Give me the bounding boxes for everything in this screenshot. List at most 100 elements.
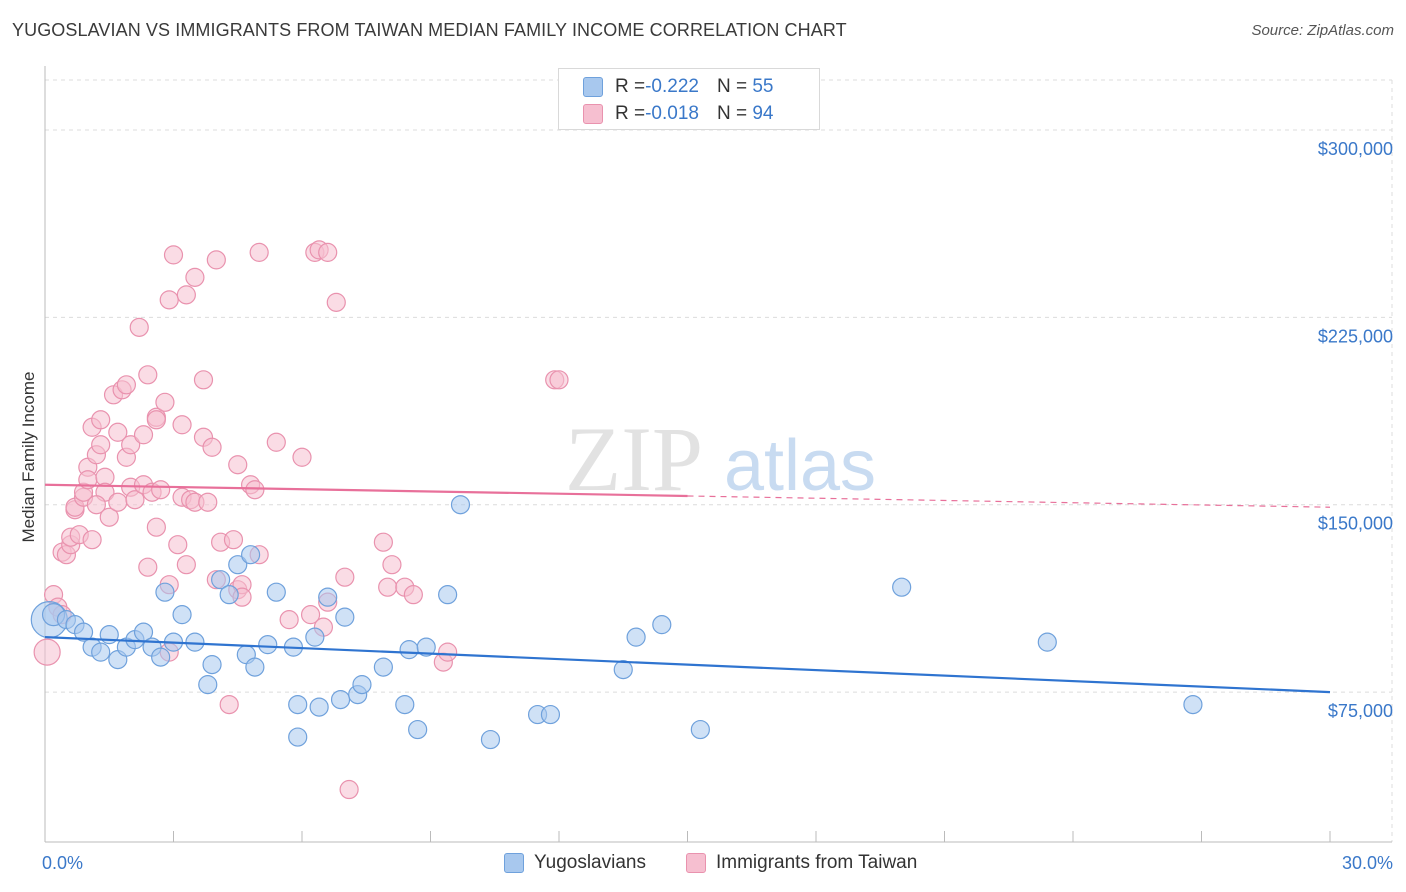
bottom-legend-label: Yugoslavians xyxy=(534,852,646,873)
data-point xyxy=(193,370,214,390)
data-point xyxy=(138,557,158,577)
trend-line-taiwan xyxy=(44,483,688,498)
data-point xyxy=(292,447,312,467)
watermark: ZIP atlas xyxy=(565,408,876,510)
legend-swatch-pink xyxy=(583,104,603,124)
data-point xyxy=(352,675,372,695)
data-point xyxy=(652,615,672,635)
data-point xyxy=(108,492,128,512)
data-point xyxy=(33,638,61,666)
y-tick-label: $150,000 xyxy=(1318,514,1393,534)
legend-n-value: 94 xyxy=(752,103,774,124)
bottom-legend: Yugoslavians Immigrants from Taiwan xyxy=(0,852,1406,878)
data-point xyxy=(335,607,355,627)
bottom-legend-swatch-pink xyxy=(686,853,706,873)
data-point xyxy=(163,245,184,265)
data-point xyxy=(403,585,423,605)
data-point xyxy=(309,697,329,717)
data-point xyxy=(82,530,102,550)
data-point xyxy=(206,250,226,270)
data-point xyxy=(219,694,239,715)
data-point xyxy=(73,622,94,642)
data-point xyxy=(245,480,265,500)
data-point xyxy=(438,642,458,662)
data-point xyxy=(228,455,248,475)
y-tick-label: $75,000 xyxy=(1328,701,1393,721)
data-point xyxy=(335,567,355,587)
data-point xyxy=(288,727,308,747)
data-point xyxy=(249,242,269,262)
data-point xyxy=(185,632,205,652)
gridlines xyxy=(45,79,1393,842)
data-point xyxy=(223,530,244,550)
data-point xyxy=(155,582,175,602)
data-point xyxy=(626,627,646,647)
x-tick-label: 30.0% xyxy=(1342,853,1393,873)
data-point xyxy=(318,242,338,262)
data-point xyxy=(241,545,261,565)
data-point xyxy=(155,392,175,412)
trend-lines xyxy=(44,483,1331,694)
data-point xyxy=(1183,694,1203,715)
bottom-legend-taiwan[interactable]: Immigrants from Taiwan xyxy=(686,852,917,874)
series-taiwan-points xyxy=(33,240,569,800)
data-point xyxy=(121,435,141,455)
chart-title: YUGOSLAVIAN VS IMMIGRANTS FROM TAIWAN ME… xyxy=(12,20,847,40)
data-point xyxy=(129,317,149,337)
data-point xyxy=(279,610,299,630)
y-axis-ticks: $75,000 $150,000 $225,000 $300,000 xyxy=(1318,139,1393,721)
legend-r-label: R = xyxy=(615,103,646,124)
data-point xyxy=(211,570,231,590)
data-point xyxy=(146,517,166,537)
bottom-legend-swatch-blue xyxy=(504,853,524,873)
data-point xyxy=(198,675,218,695)
trend-line-yugoslavians xyxy=(44,636,1331,694)
data-point xyxy=(172,605,192,625)
data-point xyxy=(690,719,710,740)
data-point xyxy=(125,490,145,510)
data-point xyxy=(288,694,308,715)
data-point xyxy=(91,410,111,430)
data-point xyxy=(399,640,419,660)
legend-n-label: N = xyxy=(716,76,753,97)
data-point xyxy=(480,729,501,750)
data-point xyxy=(540,704,561,725)
data-point xyxy=(146,410,166,430)
series-yugoslavians-points xyxy=(30,495,1203,750)
data-point xyxy=(266,432,286,452)
watermark-zip: ZIP xyxy=(565,408,703,510)
data-point xyxy=(198,492,218,512)
legend-box: R = -0.222 N = 55 R = -0.018 N = 94 xyxy=(558,68,820,130)
data-point xyxy=(108,422,128,442)
data-point xyxy=(138,365,158,385)
data-point xyxy=(258,635,278,655)
data-point xyxy=(176,285,196,305)
data-point xyxy=(202,437,222,457)
data-point xyxy=(339,779,359,800)
data-point xyxy=(202,655,222,675)
legend-row-taiwan: R = -0.018 N = 94 xyxy=(583,102,774,126)
y-tick-label: $300,000 xyxy=(1318,139,1393,159)
data-point xyxy=(373,532,393,552)
data-point xyxy=(116,375,136,395)
data-point xyxy=(326,292,346,312)
bottom-legend-yugoslavians[interactable]: Yugoslavians xyxy=(504,852,646,874)
data-point xyxy=(1037,632,1057,652)
data-point xyxy=(99,507,119,527)
data-point xyxy=(378,577,398,597)
data-point xyxy=(373,657,393,677)
y-axis-label: Median Family Income xyxy=(19,371,38,542)
data-point xyxy=(168,535,188,555)
data-point xyxy=(416,637,436,657)
legend-r-value: -0.018 xyxy=(645,103,699,124)
data-point xyxy=(91,435,111,455)
axes xyxy=(44,66,1392,843)
data-point xyxy=(151,480,171,500)
source-label: Source: ZipAtlas.com xyxy=(1251,22,1394,39)
data-point xyxy=(133,425,154,445)
data-point xyxy=(318,587,338,607)
legend-row-yugoslavians: R = -0.222 N = 55 xyxy=(583,75,774,99)
x-axis-ticks: 0.0% 30.0% xyxy=(42,853,1393,873)
legend-r-label: R = xyxy=(615,76,646,97)
